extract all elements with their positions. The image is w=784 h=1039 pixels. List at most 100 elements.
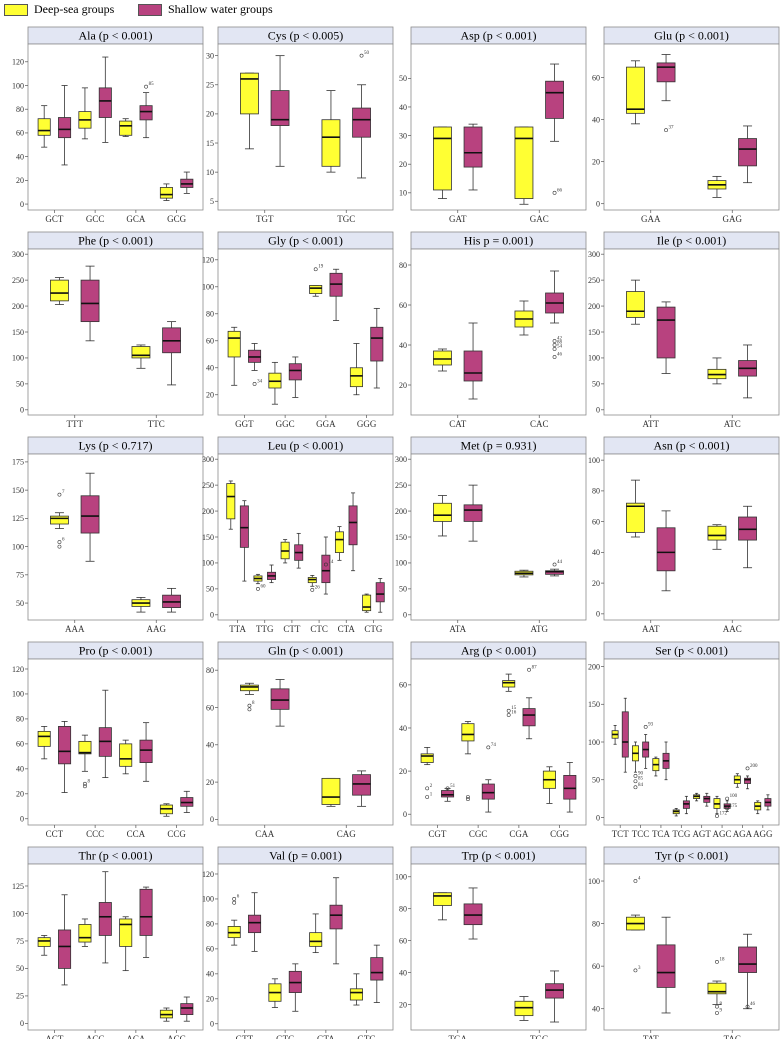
box-shallow-ttt bbox=[80, 265, 100, 342]
y-tick-label: 50 bbox=[399, 74, 407, 83]
x-tick-label: TGT bbox=[256, 214, 274, 224]
box-shallow-gga bbox=[329, 268, 343, 321]
box-deep-cgg bbox=[542, 766, 556, 804]
y-tick-label: 40 bbox=[206, 741, 214, 750]
outlier-point bbox=[552, 343, 557, 347]
y-tick-label: 50 bbox=[399, 585, 407, 594]
x-tick-label: GTT bbox=[236, 1034, 254, 1039]
box-iqr bbox=[349, 988, 363, 1001]
y-tick-label: 50 bbox=[16, 599, 24, 608]
panel-title-stat: (p < 0.001) bbox=[98, 644, 152, 658]
panel-title-stat: (p < 0.005) bbox=[289, 29, 343, 43]
panel-title-aa: Leu bbox=[268, 439, 290, 453]
box-iqr bbox=[744, 777, 751, 784]
outlier-point bbox=[506, 708, 511, 713]
box-iqr bbox=[37, 730, 51, 747]
y-tick-label: 100 bbox=[202, 895, 214, 904]
outlier-label: 2 bbox=[430, 784, 433, 789]
box-deep-gcg bbox=[159, 183, 173, 201]
outlier-label: 42 bbox=[557, 337, 563, 342]
box-deep-aga bbox=[733, 773, 741, 788]
x-tick-label: TTT bbox=[67, 419, 84, 429]
outlier-point bbox=[633, 968, 638, 973]
box-shallow-atg bbox=[545, 568, 564, 577]
box-iqr bbox=[707, 982, 727, 995]
panel-title-aa: Pro bbox=[79, 644, 99, 658]
box-shallow-gtg bbox=[370, 944, 384, 1003]
y-tick-label: 10 bbox=[399, 189, 407, 198]
box-deep-atc bbox=[707, 357, 727, 385]
x-tick-label: CGA bbox=[509, 829, 529, 839]
y-tick-label: 40 bbox=[16, 765, 24, 774]
box-shallow-aat bbox=[656, 510, 676, 592]
x-tick-label: ACA bbox=[126, 1034, 146, 1039]
y-tick-label: 40 bbox=[399, 103, 407, 112]
box-deep-caa bbox=[240, 682, 259, 695]
outlier-point bbox=[552, 562, 557, 567]
box-shallow-tgg bbox=[545, 970, 564, 1023]
x-tick-label: GAT bbox=[449, 214, 467, 224]
y-tick-label: 60 bbox=[206, 703, 214, 712]
box-deep-tat bbox=[626, 914, 645, 931]
box-iqr bbox=[352, 107, 371, 138]
box-shallow-ctg bbox=[375, 578, 385, 613]
outlier-point bbox=[486, 745, 491, 750]
box-shallow-tgt bbox=[270, 55, 290, 167]
y-tick-label: 250 bbox=[202, 481, 214, 490]
box-shallow-acg bbox=[180, 996, 194, 1022]
y-tick-label: 100 bbox=[395, 873, 407, 882]
y-tick-label: 0 bbox=[403, 810, 407, 819]
box-deep-gtt bbox=[227, 919, 241, 946]
x-tick-label: CGG bbox=[550, 829, 570, 839]
y-tick-label: 80 bbox=[399, 261, 407, 270]
x-tick-label: CAT bbox=[449, 419, 467, 429]
box-shallow-gcc bbox=[98, 56, 112, 143]
x-tick-label: GTA bbox=[317, 1034, 335, 1039]
panel-title-aa: Tyr bbox=[655, 849, 675, 863]
panel-title-stat: (p = 0.001) bbox=[288, 849, 342, 863]
outlier-label: 90 bbox=[638, 771, 644, 776]
y-tick-label: 20 bbox=[592, 579, 600, 588]
outlier-point bbox=[552, 355, 557, 359]
panel-title-stat: (p < 0.001) bbox=[483, 29, 537, 43]
box-iqr bbox=[131, 346, 151, 359]
outlier-label: 8 bbox=[252, 701, 255, 706]
outlier-label: 44 bbox=[557, 560, 563, 565]
outlier-point bbox=[715, 1004, 719, 1009]
deep-sea-label: Deep-sea groups bbox=[34, 2, 115, 16]
box-iqr bbox=[180, 1003, 194, 1016]
box-shallow-agt bbox=[703, 792, 711, 807]
y-tick-label: 60 bbox=[399, 681, 407, 690]
panel-title-aa: Ser bbox=[655, 644, 674, 658]
x-tick-label: CGT bbox=[428, 829, 447, 839]
y-tick-label: 0 bbox=[596, 199, 600, 208]
box-iqr bbox=[227, 330, 241, 358]
y-tick-label: 60 bbox=[206, 945, 214, 954]
box-iqr bbox=[621, 711, 629, 758]
x-tick-label: AGG bbox=[753, 829, 773, 839]
panel-title-aa: Arg bbox=[461, 644, 482, 658]
outlier-point bbox=[745, 766, 750, 771]
outlier-label: 46 bbox=[557, 353, 563, 358]
panel-title-stat: (p < 0.717) bbox=[99, 439, 153, 453]
box-deep-cag bbox=[321, 777, 341, 807]
panel-glu: Glu (p < 0.001) 0 20 40 60 GAA GAG 37 bbox=[592, 26, 780, 224]
y-tick-label: 150 bbox=[202, 533, 214, 542]
x-tick-label: TCA bbox=[652, 829, 671, 839]
y-tick-label: 40 bbox=[399, 341, 407, 350]
outlier-label: 9 bbox=[719, 1008, 722, 1013]
box-iqr bbox=[626, 291, 645, 318]
box-deep-gat bbox=[433, 126, 452, 199]
y-tick-label: 60 bbox=[592, 73, 600, 82]
box-shallow-gta bbox=[329, 877, 343, 965]
box-deep-agc bbox=[713, 795, 721, 815]
y-tick-label: 60 bbox=[16, 129, 24, 138]
outlier-point bbox=[506, 713, 511, 717]
y-tick-label: 80 bbox=[592, 487, 600, 496]
panel-title: Pro (p < 0.001) bbox=[79, 644, 152, 658]
box-shallow-ttc bbox=[162, 321, 181, 386]
y-tick-label: 0 bbox=[596, 406, 600, 415]
box-deep-gta bbox=[309, 913, 323, 954]
box-shallow-gat bbox=[463, 123, 483, 191]
y-tick-label: 20 bbox=[206, 778, 214, 787]
